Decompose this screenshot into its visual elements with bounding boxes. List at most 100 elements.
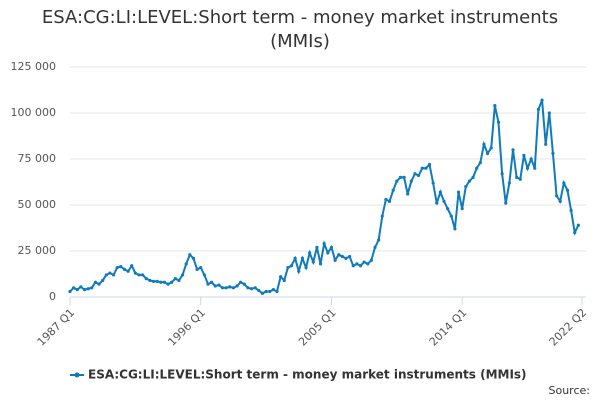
point [427,162,432,167]
point [271,288,275,292]
point [202,273,206,277]
point [373,245,377,249]
point [464,185,468,189]
point [518,177,522,181]
point [355,262,359,266]
point [402,175,406,179]
point [148,278,152,283]
point [264,289,268,294]
point [344,256,348,260]
point [101,278,105,283]
point [391,188,395,192]
point [395,179,399,183]
point [438,190,442,194]
point [115,265,119,270]
point [573,231,577,235]
point [554,194,559,198]
point [456,190,461,194]
point [289,264,294,268]
point [489,146,493,150]
point [195,267,199,271]
point [304,265,308,270]
x-tick-label: 1996 Q1 [165,306,208,349]
y-tick-label: 50 000 [18,198,57,211]
point [420,166,424,170]
point [159,280,163,284]
point [565,188,570,192]
x-tick-label: 2014 Q1 [427,306,470,349]
point [93,280,98,284]
point [257,288,261,293]
legend-marker [74,372,80,378]
point [282,278,286,283]
point [460,207,464,211]
point [151,279,156,283]
point [569,208,573,213]
point [162,280,167,284]
source: Source: [549,384,591,397]
point [144,277,148,281]
y-tick-label: 100 000 [11,106,57,119]
point [540,98,544,102]
point [90,286,94,290]
point [442,199,446,203]
point [217,283,221,287]
point [493,104,497,108]
point [199,265,203,270]
point [82,288,87,292]
point [253,286,257,290]
point [184,262,188,266]
point [133,271,137,275]
point [333,258,337,262]
line [69,99,580,295]
point [507,181,511,185]
point [576,223,580,227]
legend-label: ESA:CG:LI:LEVEL:Short term - money marke… [88,368,527,382]
point [68,289,72,294]
point [173,277,177,281]
point [377,238,381,242]
point [471,175,475,179]
point [551,151,555,156]
point [369,258,373,262]
point [155,279,159,283]
point [431,181,435,185]
point [351,264,355,268]
point [322,242,326,246]
point [485,151,490,156]
point [529,157,533,161]
point [300,256,304,260]
point [413,172,417,176]
point [558,199,562,203]
point [275,289,279,294]
y-tick-label: 125 000 [11,60,57,73]
point [191,256,196,260]
point [180,273,185,277]
point [478,161,482,165]
point [522,153,526,157]
point [119,265,123,269]
point [122,267,127,271]
point [504,201,508,205]
point [525,166,530,170]
point [297,269,301,273]
point [242,282,246,286]
point [446,207,450,211]
point [482,142,486,146]
point [416,173,421,178]
point [384,197,388,202]
x-tick-label: 2022 Q2 [547,306,590,349]
point [547,111,551,115]
point [97,282,101,286]
point [500,172,504,176]
point [141,273,145,277]
point [228,285,232,289]
point [86,287,90,291]
point [111,273,116,277]
point [308,251,312,255]
point [424,166,428,170]
point [515,175,519,179]
point [239,280,243,284]
y-tick-label: 75 000 [18,152,57,165]
